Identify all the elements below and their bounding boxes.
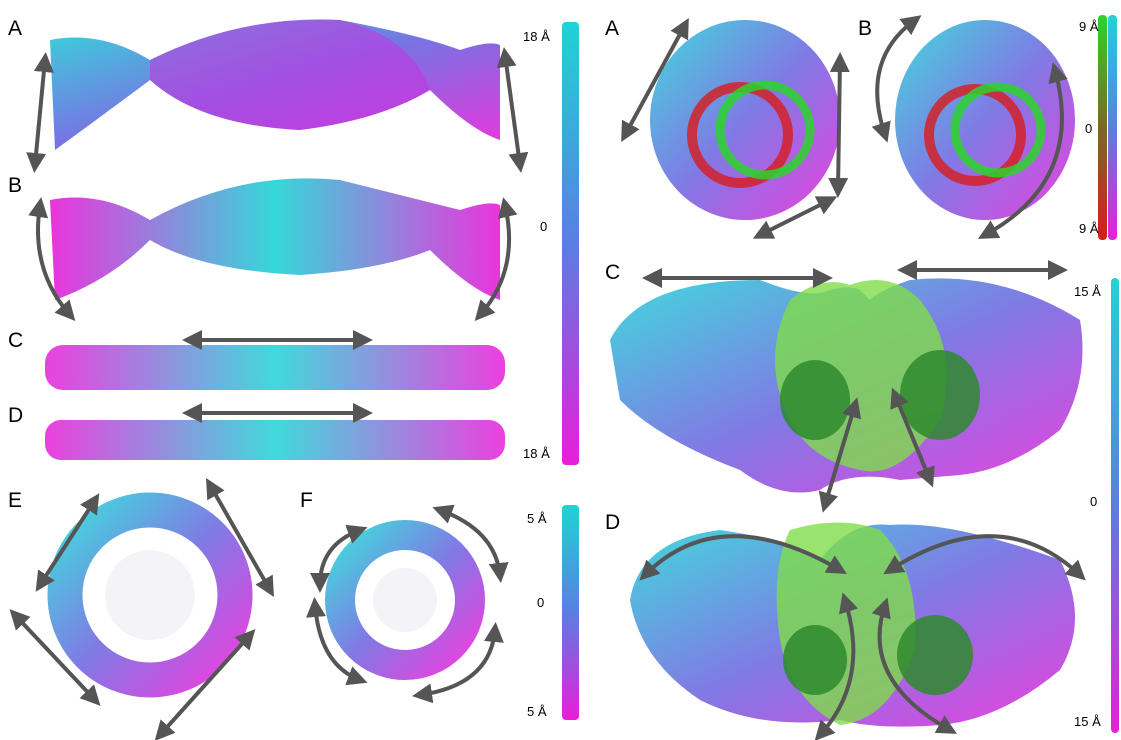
panel-label-left-c: C — [8, 329, 24, 352]
scale-left-bottom-mid: 0 — [537, 595, 545, 610]
arrow-left-f-4 — [412, 622, 504, 704]
arrow-right-d-3 — [814, 592, 859, 740]
arrow-right-d-1 — [639, 534, 847, 581]
arrow-left-f-2 — [432, 504, 509, 583]
panel-label-right-d: D — [605, 511, 621, 534]
arrow-left-f-3 — [306, 597, 368, 686]
arrow-right-c-4 — [890, 387, 935, 488]
panel-label-left-e: E — [8, 489, 23, 512]
arrow-left-f-1 — [310, 524, 368, 593]
arrow-right-c-3 — [818, 397, 862, 513]
scale-right-bottom-mid: 0 — [1090, 494, 1098, 509]
panel-label-right-a: A — [605, 17, 620, 40]
scale-left-top-mid: 0 — [540, 219, 548, 234]
panel-left-a-structure — [50, 19, 500, 150]
arrow-right-a-3 — [752, 196, 838, 239]
scale-right-bottom-max: 15 Å — [1074, 284, 1101, 299]
arrow-left-a-1 — [26, 52, 54, 173]
scale-left-top-max: 18 Å — [523, 29, 550, 44]
color-scale-bar-right-top-ligand — [1098, 15, 1107, 240]
scale-right-top-max: 9 Å — [1079, 19, 1099, 34]
arrow-left-e-4 — [154, 629, 256, 740]
color-scale-bar-right-top-protein — [1108, 15, 1117, 240]
arrow-right-a-1 — [621, 17, 689, 143]
scale-left-top-min: 18 Å — [523, 446, 550, 461]
color-scale-bar-right-bottom — [1111, 278, 1119, 733]
panel-right-b-structure — [895, 20, 1075, 220]
scale-right-top-min: 9 Å — [1079, 221, 1099, 236]
panel-left-e-structure — [47, 492, 253, 698]
color-scale-bar-left-top — [562, 22, 579, 465]
scale-right-top-mid: 0 — [1085, 121, 1093, 136]
arrow-right-b-1 — [871, 15, 922, 143]
panel-left-f-structure — [325, 520, 485, 680]
panel-left-c-structure — [45, 345, 505, 390]
arrow-right-b-2 — [977, 62, 1068, 239]
panel-right-c-structure — [610, 278, 1083, 493]
panel-label-left-f: F — [300, 489, 313, 512]
panel-label-left-d: D — [8, 404, 24, 427]
arrow-left-b-2 — [474, 197, 518, 321]
arrow-left-a-2 — [496, 47, 529, 173]
panel-label-right-c: C — [605, 261, 621, 284]
arrow-left-b-1 — [28, 197, 76, 321]
scale-left-bottom-max: 5 Å — [527, 511, 547, 526]
arrow-right-d-4 — [871, 597, 957, 734]
panel-label-right-b: B — [858, 17, 873, 40]
arrow-left-e-3 — [9, 609, 101, 706]
arrow-right-d-2 — [883, 534, 1086, 581]
panel-left-b-structure — [50, 178, 500, 300]
panel-left-d-structure — [45, 420, 505, 460]
panel-right-a-structure — [650, 20, 840, 220]
scale-right-bottom-min: 15 Å — [1074, 714, 1101, 729]
arrow-right-a-2 — [828, 52, 850, 198]
panel-label-left-b: B — [8, 174, 23, 197]
arrow-left-e-2 — [206, 478, 274, 597]
panel-label-left-a: A — [8, 17, 23, 40]
color-scale-bar-left-bottom — [562, 505, 579, 720]
scale-left-bottom-min: 5 Å — [527, 704, 547, 719]
arrow-left-e-1 — [35, 493, 100, 592]
